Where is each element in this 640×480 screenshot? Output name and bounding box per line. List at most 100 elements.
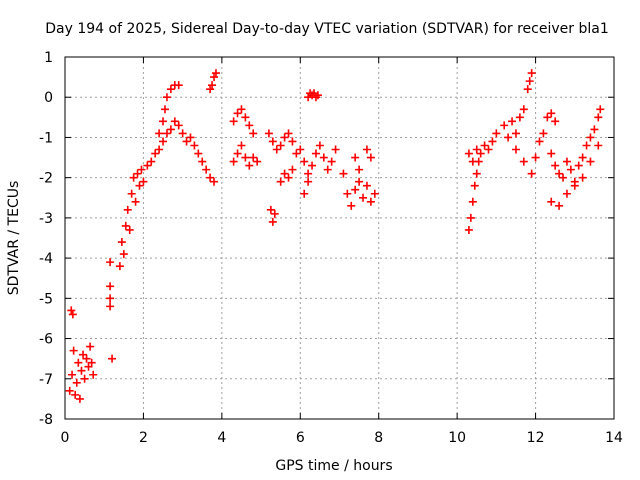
data-point (166, 125, 175, 134)
data-point (68, 370, 77, 379)
data-point (280, 169, 289, 178)
data-point (249, 129, 258, 138)
data-point (121, 221, 130, 230)
data-point (123, 205, 132, 214)
x-axis-label: GPS time / hours (275, 458, 392, 474)
data-point (578, 173, 587, 182)
data-point (511, 145, 520, 154)
data-point (65, 386, 74, 395)
data-point (590, 125, 599, 134)
data-point (190, 141, 199, 150)
data-point (551, 117, 560, 126)
data-point (468, 197, 477, 206)
data-point (531, 153, 540, 162)
data-point (67, 306, 76, 315)
data-point (472, 169, 481, 178)
x-tick-label: 8 (374, 430, 383, 446)
data-point (211, 69, 220, 78)
data-point (202, 165, 211, 174)
data-point (206, 173, 215, 182)
x-tick-label: 6 (296, 430, 305, 446)
data-point (106, 294, 115, 303)
series-segment-5.2-6.0 (264, 129, 301, 226)
data-point (87, 358, 96, 367)
data-point (233, 149, 242, 158)
data-point (308, 161, 317, 170)
data-point (77, 366, 86, 375)
data-points (65, 69, 605, 403)
data-point (106, 258, 115, 267)
data-point (135, 181, 144, 190)
data-point (511, 129, 520, 138)
data-point (488, 137, 497, 146)
data-point (249, 153, 258, 162)
data-point (551, 161, 560, 170)
data-point (470, 181, 479, 190)
data-point (119, 250, 128, 259)
data-point (68, 310, 77, 319)
y-tick-label: -1 (39, 130, 53, 146)
data-point (327, 157, 336, 166)
data-point (125, 225, 134, 234)
data-point (366, 197, 375, 206)
y-tick-label: -6 (39, 332, 53, 348)
data-point (162, 129, 171, 138)
data-point (253, 157, 262, 166)
data-point (527, 169, 536, 178)
data-point (206, 85, 215, 94)
data-point (133, 169, 142, 178)
data-point (84, 362, 93, 371)
data-point (464, 225, 473, 234)
data-point (596, 105, 605, 114)
chart-title: Day 194 of 2025, Sidereal Day-to-day VTE… (45, 21, 608, 37)
data-point (331, 145, 340, 154)
data-point (72, 378, 81, 387)
axis-ticks: 0 2 4 6 8 10 12 14 -8 -7 -6 -5 -4 -3 -2 -1 0 1 (39, 50, 623, 446)
data-point (527, 69, 536, 78)
y-tick-label: -4 (39, 251, 53, 267)
data-point (484, 145, 493, 154)
data-point (229, 157, 238, 166)
data-point (508, 117, 517, 126)
data-point (594, 113, 603, 122)
data-point (323, 165, 332, 174)
data-point (492, 129, 501, 138)
data-point (210, 177, 219, 186)
data-point (174, 81, 183, 90)
data-point (115, 262, 124, 271)
y-tick-label: 1 (44, 50, 53, 66)
data-point (210, 73, 219, 82)
data-point (480, 141, 489, 150)
data-point (582, 141, 591, 150)
data-point (351, 153, 360, 162)
data-point (182, 137, 191, 146)
data-point (578, 153, 587, 162)
data-point (562, 189, 571, 198)
x-tick-label: 14 (605, 430, 623, 446)
data-point (476, 149, 485, 158)
data-point (174, 121, 183, 130)
data-point (117, 238, 126, 247)
data-point (178, 129, 187, 138)
series-segment-11.0-12.5 (500, 69, 560, 178)
data-point (339, 169, 348, 178)
data-point (315, 141, 324, 150)
data-point (562, 157, 571, 166)
data-point (566, 165, 575, 174)
data-point (574, 161, 583, 170)
series-cluster-early-mid (67, 258, 117, 363)
data-point (89, 370, 98, 379)
series-segment-7.0-8.0 (339, 145, 379, 210)
data-point (543, 113, 552, 122)
y-tick-label: -5 (39, 291, 53, 307)
series-peak-2.4-2.9 (155, 81, 183, 138)
data-point (559, 173, 568, 182)
data-point (466, 213, 475, 222)
data-point (523, 85, 532, 94)
data-point (159, 117, 168, 126)
data-point (245, 121, 254, 130)
data-point (519, 157, 528, 166)
y-tick-label: -7 (39, 372, 53, 388)
data-point (143, 161, 152, 170)
data-point (547, 109, 556, 118)
